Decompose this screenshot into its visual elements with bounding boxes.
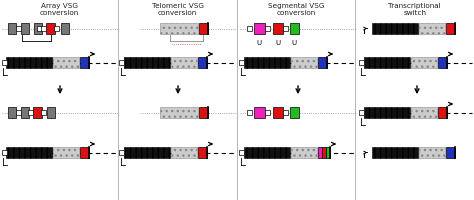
Bar — [61, 24, 69, 35]
Bar — [119, 150, 125, 155]
Text: U: U — [292, 40, 297, 46]
Bar — [198, 58, 207, 69]
Bar — [8, 24, 16, 35]
Bar — [80, 147, 89, 158]
Bar — [254, 24, 265, 35]
Bar — [53, 58, 79, 69]
Text: Telomeric VSG
conversion: Telomeric VSG conversion — [152, 3, 204, 16]
Bar — [199, 107, 208, 118]
Bar — [318, 58, 327, 69]
Bar — [160, 107, 198, 118]
Bar — [124, 147, 170, 158]
Bar — [359, 110, 365, 115]
Bar — [80, 58, 89, 69]
Bar — [239, 150, 245, 155]
Bar — [411, 58, 437, 69]
Bar — [53, 147, 79, 158]
Bar — [291, 58, 317, 69]
Bar — [124, 58, 170, 69]
Bar — [247, 27, 253, 32]
Text: Array VSG
conversion: Array VSG conversion — [40, 3, 79, 16]
Text: U: U — [256, 40, 262, 46]
Bar — [372, 24, 418, 35]
Bar — [291, 147, 317, 158]
Bar — [359, 61, 365, 66]
Bar — [198, 147, 207, 158]
Bar — [419, 24, 445, 35]
Bar — [364, 107, 410, 118]
Bar — [290, 107, 299, 118]
Bar — [160, 24, 198, 35]
Bar — [16, 27, 20, 32]
Bar — [283, 110, 289, 115]
Bar — [372, 147, 418, 158]
Bar — [47, 107, 55, 118]
Bar — [119, 61, 125, 66]
Bar — [318, 147, 322, 158]
Text: U: U — [275, 40, 281, 46]
Bar — [40, 110, 46, 115]
Bar — [419, 147, 445, 158]
Bar — [6, 58, 52, 69]
Bar — [273, 107, 283, 118]
Bar — [254, 107, 265, 118]
Bar — [290, 24, 299, 35]
Bar — [265, 27, 271, 32]
Bar — [322, 147, 326, 158]
Bar — [6, 147, 52, 158]
Bar — [1, 61, 7, 66]
Bar — [171, 58, 197, 69]
Text: Segmental VSG
conversion: Segmental VSG conversion — [268, 3, 325, 16]
Text: Transcriptional
switch: Transcriptional switch — [388, 3, 441, 16]
Bar — [244, 147, 290, 158]
Bar — [199, 24, 208, 35]
Bar — [36, 27, 42, 32]
Bar — [239, 61, 245, 66]
Bar — [21, 107, 29, 118]
Bar — [16, 110, 20, 115]
Bar — [438, 58, 447, 69]
Bar — [364, 58, 410, 69]
Bar — [283, 27, 289, 32]
Bar — [265, 110, 271, 115]
Bar — [34, 24, 42, 35]
Bar — [171, 147, 197, 158]
Bar — [244, 58, 290, 69]
Bar — [8, 107, 16, 118]
Bar — [446, 24, 455, 35]
Bar — [46, 24, 55, 35]
Bar — [247, 110, 253, 115]
Bar — [21, 24, 29, 35]
Bar — [446, 147, 455, 158]
Bar — [54, 27, 58, 32]
Bar — [27, 110, 33, 115]
Bar — [411, 107, 437, 118]
Bar — [273, 24, 283, 35]
Bar — [1, 150, 7, 155]
Bar — [40, 27, 46, 32]
Bar — [33, 107, 42, 118]
Bar — [326, 147, 330, 158]
Bar — [438, 107, 447, 118]
